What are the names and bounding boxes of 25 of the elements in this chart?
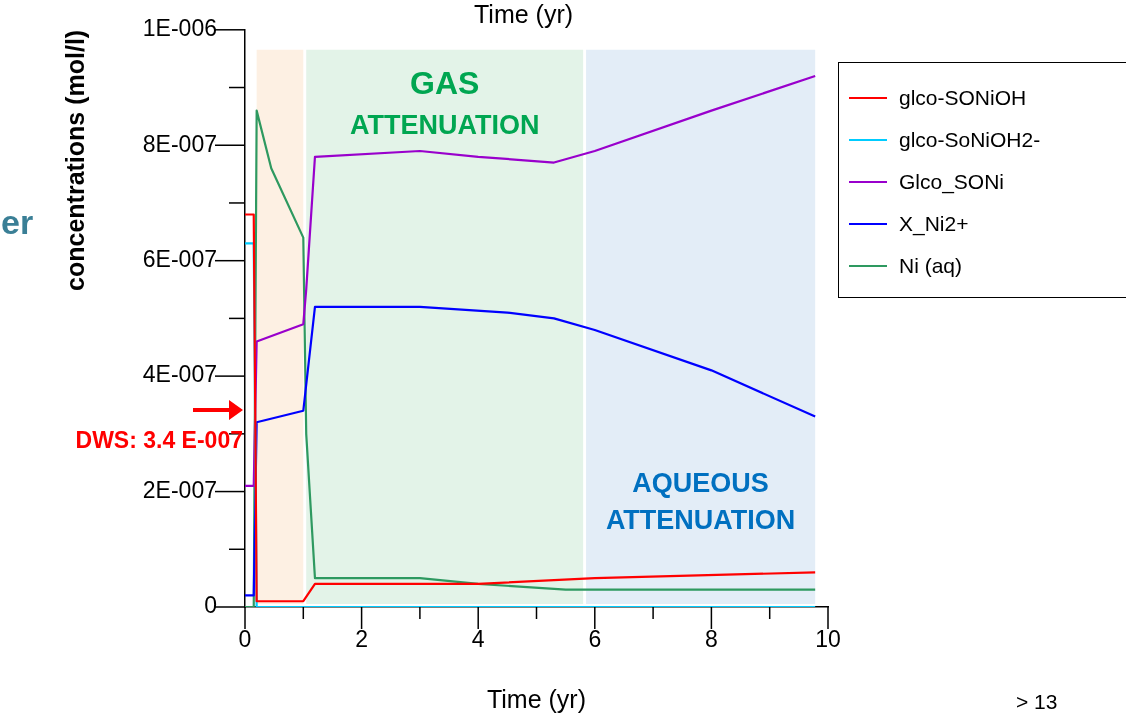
band-label: GAS ATTENUATION xyxy=(349,64,540,141)
text: er xyxy=(1,203,34,242)
legend-label: Ni (aq) xyxy=(899,254,963,278)
text: DWS: 3.4 E-007 xyxy=(75,427,243,454)
y-tick-label: 0 xyxy=(204,592,217,619)
x-tick-label: 2 xyxy=(355,626,368,653)
legend-label: glco-SONiOH xyxy=(899,86,1027,110)
x-tick-label: 8 xyxy=(705,626,718,653)
y-axis-title: concentrations (mol/l) xyxy=(60,29,89,291)
y-tick-label: 4E-007 xyxy=(142,361,217,388)
y-tick-label: 1E-006 xyxy=(142,15,217,42)
y-tick-label: 8E-007 xyxy=(142,130,217,157)
legend-label: X_Ni2+ xyxy=(899,212,969,236)
text: Time (yr) xyxy=(474,0,574,29)
legend-label: glco-SoNiOH2- xyxy=(899,128,1041,152)
band-label: AQUEOUS ATTENUATION xyxy=(605,468,796,536)
x-axis-title: Time (yr) xyxy=(486,684,587,713)
text: > 13 xyxy=(1016,690,1058,714)
y-tick-label: 6E-007 xyxy=(142,246,217,273)
x-tick-label: 0 xyxy=(238,626,252,653)
x-tick-label: 6 xyxy=(588,626,602,653)
y-tick-label: 2E-007 xyxy=(142,476,217,503)
x-tick-label: 4 xyxy=(471,626,485,653)
legend-label: Glco_SONi xyxy=(899,170,1005,194)
x-tick-label: 10 xyxy=(815,626,841,653)
